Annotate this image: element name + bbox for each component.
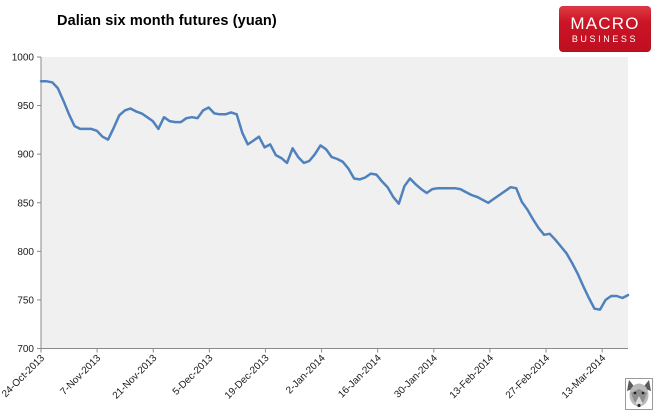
x-axis-label: 16-Jan-2014: [336, 353, 384, 401]
y-axis-label: 1000: [12, 53, 35, 64]
x-axis-label: 13-Feb-2014: [448, 353, 497, 402]
plot-area: [41, 57, 628, 349]
x-axis-label: 19-Dec-2013: [223, 353, 272, 402]
chart-title: Dalian six month futures (yuan): [57, 13, 277, 29]
x-axis-label: 30-Jan-2014: [392, 353, 440, 401]
x-axis-label: 2-Jan-2014: [284, 353, 328, 397]
y-axis-label: 950: [17, 101, 34, 112]
macrobusiness-logo: MACRO BUSINESS: [559, 6, 651, 52]
x-axis-label: 13-Mar-2014: [560, 353, 609, 402]
x-axis-label: 21-Nov-2013: [111, 353, 160, 402]
x-axis-label: 27-Feb-2014: [504, 353, 553, 402]
wolf-logo: [625, 378, 653, 410]
x-axis-label: 24-Oct-2013: [0, 353, 47, 400]
y-axis-label: 750: [17, 295, 34, 306]
y-axis-label: 700: [17, 344, 34, 355]
y-axis-label: 850: [17, 198, 34, 209]
series-line: [39, 80, 630, 311]
x-axis-label: 5-Dec-2013: [171, 353, 216, 398]
wolf-icon: [627, 380, 651, 408]
y-axis-label: 800: [17, 247, 34, 258]
logo-text-macro: MACRO: [570, 13, 640, 33]
y-axis-label: 900: [17, 150, 34, 161]
logo-text-business: BUSINESS: [571, 33, 639, 44]
x-axis-label: 7-Nov-2013: [59, 353, 104, 398]
